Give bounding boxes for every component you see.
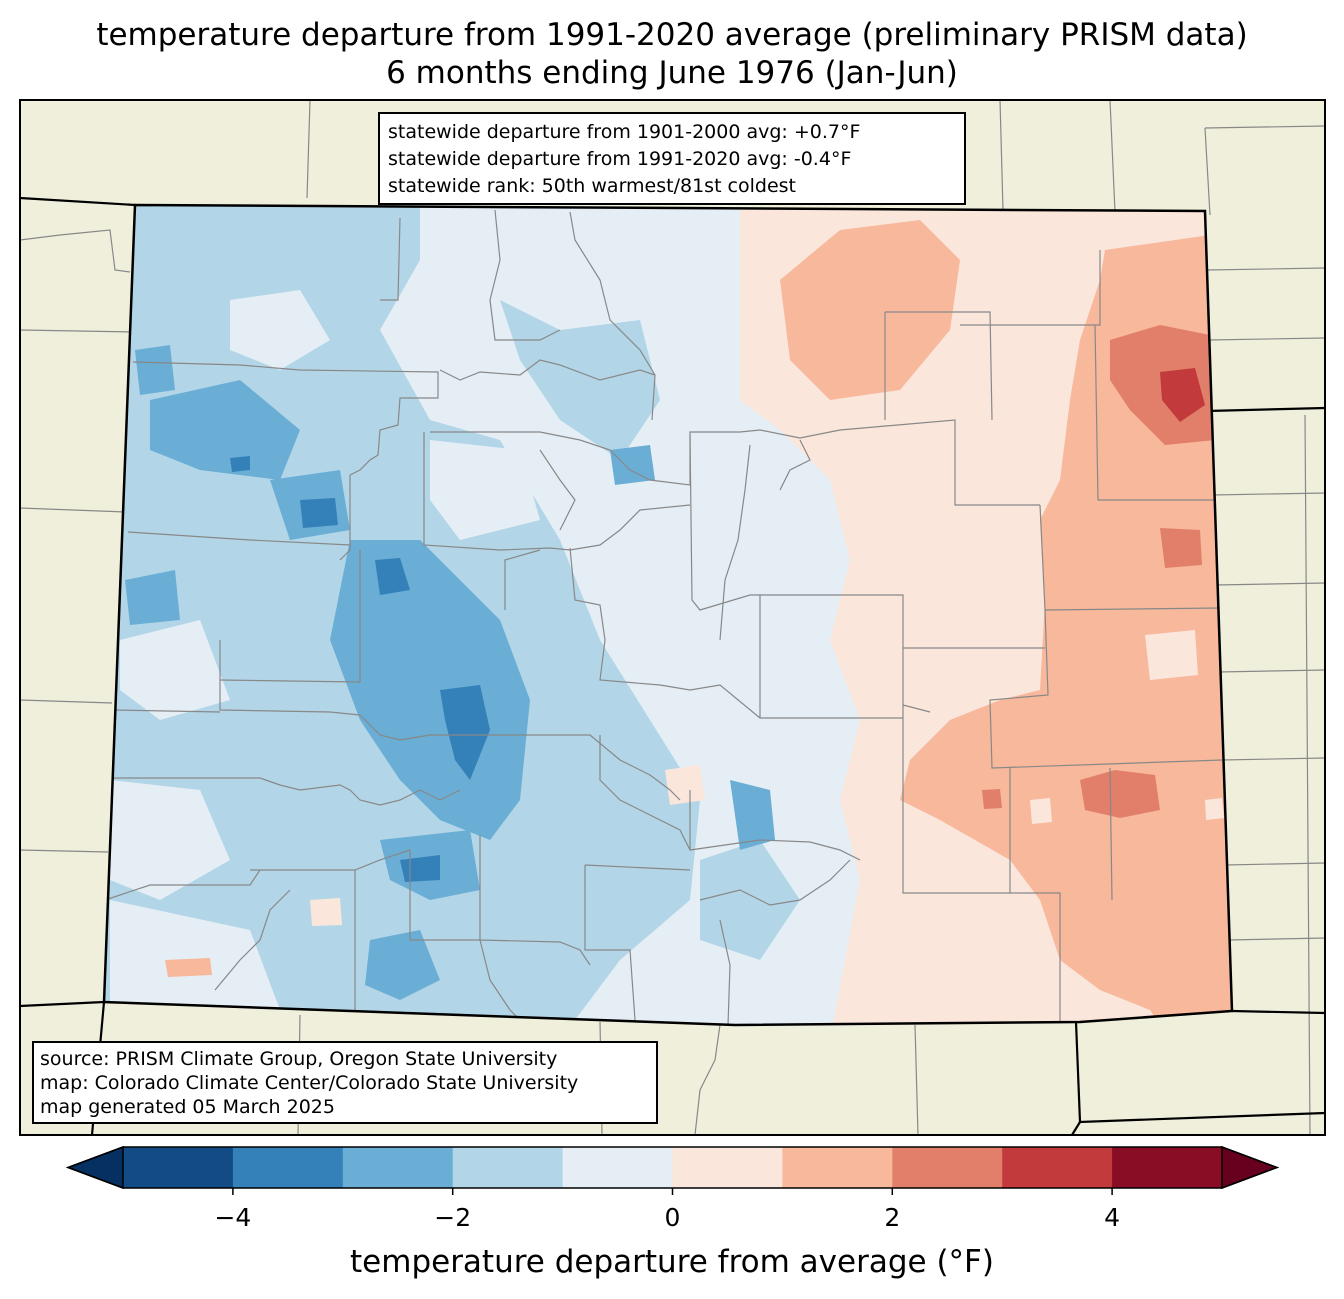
colorbar-tick-label: 4 bbox=[1104, 1203, 1121, 1232]
colorbar-bin bbox=[1002, 1147, 1113, 1188]
stat-rank: statewide rank: 50th warmest/81st coldes… bbox=[388, 175, 797, 197]
colorbar bbox=[65, 1145, 1280, 1195]
temperature-field bbox=[104, 205, 1232, 1025]
colorbar-over-arrow bbox=[1221, 1145, 1280, 1190]
colorbar-bin bbox=[782, 1147, 893, 1188]
colorbar-bin bbox=[672, 1147, 783, 1188]
colorbar-bin bbox=[1112, 1147, 1223, 1188]
county-lines bbox=[104, 209, 1223, 1025]
colorbar-bin bbox=[562, 1147, 673, 1188]
colorbar-outline bbox=[65, 1146, 1280, 1189]
colorbar-bin bbox=[342, 1147, 454, 1188]
source-line: source: PRISM Climate Group, Oregon Stat… bbox=[40, 1048, 558, 1070]
colorbar-bin bbox=[892, 1147, 1003, 1188]
map-title-line2: 6 months ending June 1976 (Jan-Jun) bbox=[386, 55, 958, 91]
colorbar-label: temperature departure from average (°F) bbox=[350, 1244, 994, 1280]
stat-departure-1991-2020: statewide departure from 1991-2020 avg: … bbox=[388, 148, 852, 170]
colorbar-tick-label: 0 bbox=[664, 1203, 681, 1232]
colorbar-bin bbox=[452, 1147, 564, 1188]
colorbar-under-arrow bbox=[65, 1145, 124, 1190]
colorbar-bin bbox=[232, 1147, 344, 1188]
colorado-state-boundary bbox=[102, 203, 1234, 1027]
stat-departure-1901-2000: statewide departure from 1901-2000 avg: … bbox=[388, 121, 861, 143]
colorbar-tick-label: −4 bbox=[214, 1203, 252, 1232]
map-title-line1: temperature departure from 1991-2020 ave… bbox=[96, 17, 1248, 53]
colorbar-tick-label: −2 bbox=[434, 1203, 472, 1232]
colorbar-tick-label: 2 bbox=[884, 1203, 901, 1232]
statewide-stats-box: statewide departure from 1901-2000 avg: … bbox=[378, 112, 966, 205]
colorbar-bin bbox=[123, 1147, 234, 1188]
source-credit-box: source: PRISM Climate Group, Oregon Stat… bbox=[32, 1041, 658, 1124]
generated-date-line: map generated 05 March 2025 bbox=[40, 1096, 335, 1118]
map-frame bbox=[19, 99, 1326, 1136]
map-credit-line: map: Colorado Climate Center/Colorado St… bbox=[40, 1072, 579, 1094]
